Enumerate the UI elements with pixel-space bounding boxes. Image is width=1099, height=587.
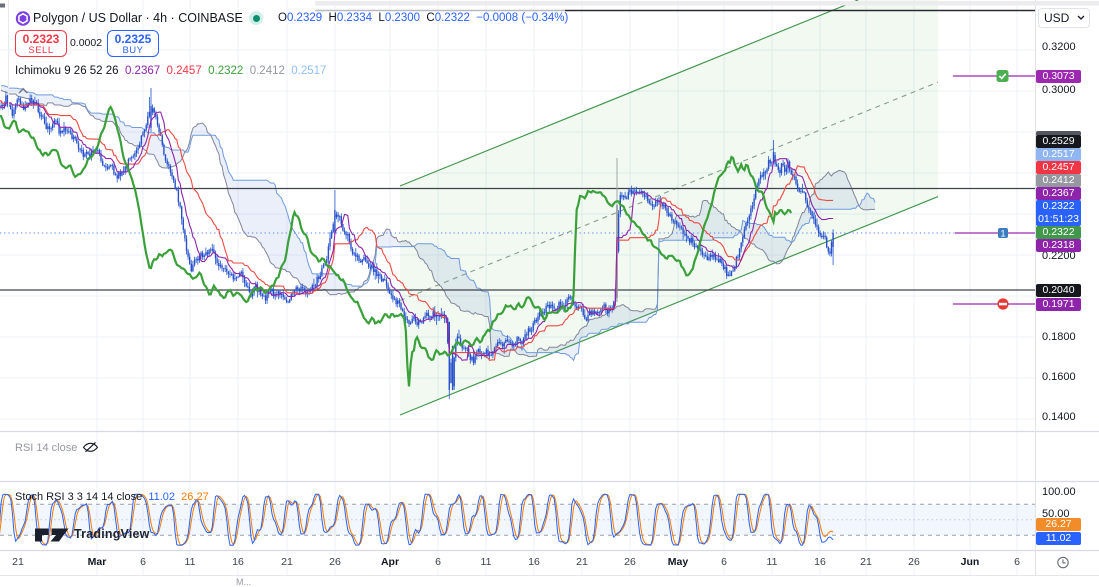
svg-text:1: 1 bbox=[1000, 229, 1005, 239]
